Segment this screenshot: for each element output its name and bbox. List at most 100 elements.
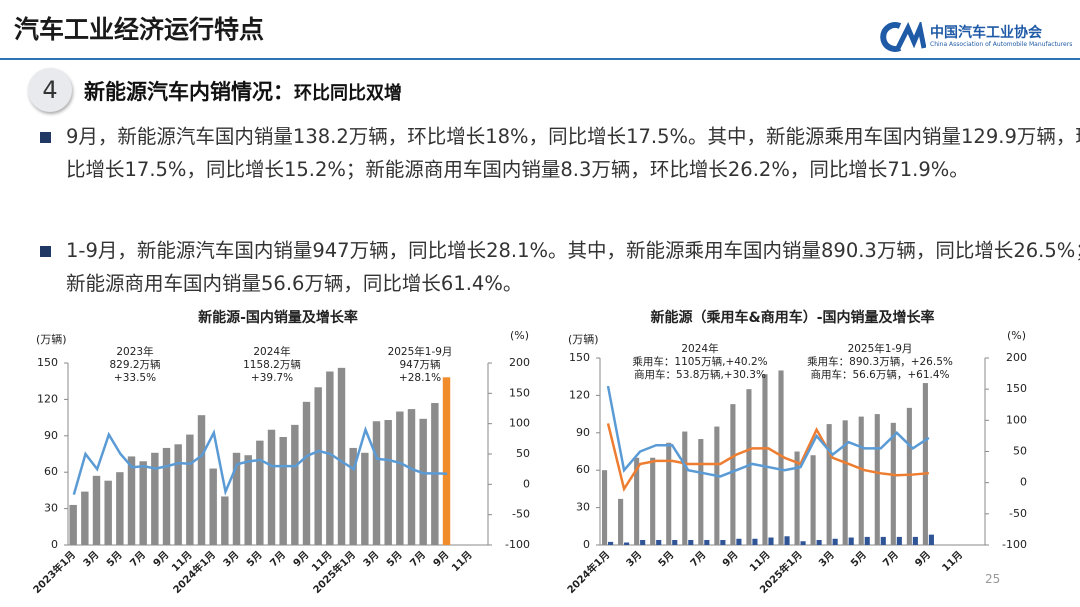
bar bbox=[151, 452, 159, 545]
bar bbox=[864, 536, 870, 545]
bar bbox=[174, 444, 182, 545]
x-tick-label: 7月 bbox=[881, 549, 901, 569]
bar bbox=[896, 536, 902, 545]
x-tick-label: 11月 bbox=[940, 549, 965, 574]
annotation: 商用车：56.6万辆，+61.4% bbox=[810, 368, 949, 381]
bar bbox=[337, 367, 346, 545]
y2-axis-label: (%) bbox=[1007, 329, 1026, 342]
x-tick-label: 3月 bbox=[361, 549, 381, 569]
logo-subtext: China Association of Automobile Manufact… bbox=[930, 41, 1073, 48]
annotation: 商用车：53.8万辆,+30.3% bbox=[634, 368, 766, 381]
bar bbox=[800, 541, 806, 545]
annotation: 乘用车：890.3万辆，+26.5% bbox=[807, 355, 953, 368]
bar bbox=[880, 536, 886, 545]
bar bbox=[326, 371, 334, 545]
bar bbox=[720, 540, 726, 545]
x-tick-label: 9月 bbox=[913, 549, 933, 569]
bar bbox=[92, 475, 101, 545]
bar bbox=[922, 383, 928, 545]
y2-tick-label: 50 bbox=[1013, 445, 1027, 458]
section-heading: 新能源汽车内销情况：环比同比双增 bbox=[84, 76, 402, 106]
bar bbox=[858, 416, 864, 545]
section-number: 4 bbox=[28, 68, 72, 112]
bar bbox=[407, 409, 416, 545]
bar bbox=[361, 452, 369, 545]
bar bbox=[736, 538, 742, 545]
x-tick-label: 2023年1月 bbox=[30, 548, 78, 596]
bullet-marker bbox=[40, 246, 51, 257]
x-tick-label: 9月 bbox=[291, 549, 311, 569]
bar bbox=[746, 389, 752, 545]
y-axis-label: (万辆) bbox=[36, 332, 67, 346]
logo-mark bbox=[880, 22, 926, 52]
bar bbox=[267, 429, 276, 545]
bar bbox=[762, 374, 768, 545]
bar bbox=[778, 370, 784, 545]
y2-tick-label: -100 bbox=[505, 538, 530, 551]
x-tick-label: 7月 bbox=[408, 549, 428, 569]
bullet: 9月，新能源汽车国内销量138.2万辆，环比增长18%，同比增长17.5%。其中… bbox=[40, 120, 1080, 186]
annotation: 2023年 bbox=[116, 345, 153, 358]
bar bbox=[162, 447, 171, 545]
bar bbox=[768, 537, 774, 545]
x-tick-label: 3月 bbox=[624, 549, 644, 569]
y-tick-label: 60 bbox=[44, 465, 58, 478]
annotation: 2024年 bbox=[681, 342, 718, 355]
bar bbox=[832, 538, 838, 545]
section-subtitle: 环比同比双增 bbox=[294, 83, 402, 104]
bar bbox=[618, 498, 624, 545]
y-tick-label: 0 bbox=[51, 538, 58, 551]
bar bbox=[698, 439, 704, 545]
bar bbox=[714, 426, 720, 545]
annotation: +28.1% bbox=[399, 372, 441, 384]
x-tick-label: 7月 bbox=[268, 549, 288, 569]
annotation: 2024年 bbox=[253, 345, 290, 358]
bar bbox=[624, 542, 630, 545]
bar bbox=[396, 411, 404, 545]
x-tick-label: 11月 bbox=[747, 549, 772, 574]
bar bbox=[602, 470, 608, 545]
bar bbox=[730, 404, 736, 545]
x-tick-label: 9月 bbox=[151, 549, 171, 569]
y2-tick-label: -50 bbox=[512, 508, 530, 521]
bar bbox=[906, 407, 912, 545]
annotation: 1158.2万辆 bbox=[243, 358, 301, 371]
bar bbox=[69, 504, 77, 545]
x-tick-label: 11月 bbox=[449, 549, 474, 574]
bar bbox=[688, 540, 694, 545]
x-tick-label: 9月 bbox=[720, 549, 740, 569]
bullet-marker bbox=[40, 132, 51, 143]
bar bbox=[842, 420, 848, 545]
bar bbox=[186, 434, 194, 545]
y2-tick-label: 100 bbox=[509, 417, 530, 430]
y-tick-label: 0 bbox=[583, 538, 590, 551]
chart-title: 新能源（乘用车&商用车）-国内销量及增长率 bbox=[650, 309, 934, 326]
annotation: 乘用车：1105万辆,+40.2% bbox=[632, 355, 767, 368]
y-tick-label: 90 bbox=[44, 429, 58, 442]
chart-title: 新能源-国内销量及增长率 bbox=[198, 309, 358, 326]
bar bbox=[349, 447, 357, 545]
bar bbox=[302, 401, 311, 545]
bullet-text: 9月，新能源汽车国内销量138.2万辆，环比增长18%，同比增长17.5%。其中… bbox=[66, 125, 1080, 181]
bar bbox=[810, 455, 816, 545]
bar bbox=[794, 451, 800, 545]
bar bbox=[874, 414, 880, 545]
bar bbox=[656, 540, 662, 545]
x-tick-label: 3月 bbox=[221, 549, 241, 569]
bar bbox=[81, 491, 89, 545]
bar bbox=[890, 422, 896, 545]
bar bbox=[848, 537, 854, 545]
bar bbox=[419, 418, 427, 545]
bar bbox=[232, 452, 241, 545]
bar bbox=[221, 496, 229, 545]
bar bbox=[640, 540, 646, 545]
bar bbox=[314, 387, 322, 545]
y-tick-label: 90 bbox=[576, 426, 590, 439]
bar bbox=[928, 534, 934, 545]
bar bbox=[682, 431, 688, 545]
bar bbox=[666, 442, 672, 545]
bullet-text: 1-9月，新能源汽车国内销量947万辆，同比增长28.1%。其中，新能源乘用车国… bbox=[66, 239, 1080, 295]
annotation: +39.7% bbox=[251, 372, 293, 384]
